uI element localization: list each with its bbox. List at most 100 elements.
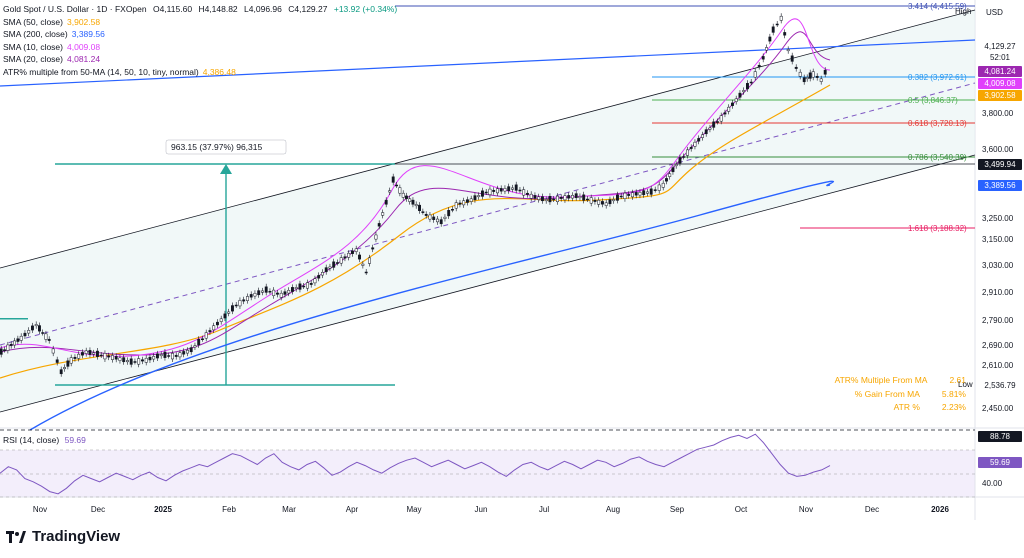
candle-body xyxy=(533,195,537,199)
fib-label: 1.618 (3,188.32) xyxy=(908,224,967,233)
legend-indicator-1[interactable]: SMA (200, close) 3,389.56 xyxy=(3,28,397,41)
rsi-title[interactable]: RSI (14, close) xyxy=(3,435,60,445)
candle-body xyxy=(563,195,567,201)
candle-body xyxy=(321,272,324,276)
candle-body xyxy=(492,189,496,192)
channel-mid-dashed xyxy=(0,82,976,346)
candle-body xyxy=(219,318,223,322)
measure-label: 963.15 (37.97%) 96,315 xyxy=(171,142,262,152)
legend-indicator-4[interactable]: ATR% multiple from 50-MA (14, 50, 10, ti… xyxy=(3,66,397,79)
currency-label[interactable]: USD xyxy=(986,8,1003,17)
y-tick: 2,610.00 xyxy=(982,361,1014,371)
candle-body xyxy=(174,354,178,357)
candle-body xyxy=(604,202,608,206)
legend-title-row: Gold Spot / U.S. Dollar · 1D · FXOpen O4… xyxy=(3,3,397,16)
candle-body xyxy=(401,192,405,198)
candle-body xyxy=(114,356,118,360)
legend-indicator-0[interactable]: SMA (50, close) 3,902.58 xyxy=(3,16,397,29)
candle-body xyxy=(582,194,586,201)
candle-body xyxy=(574,193,578,199)
candle-body xyxy=(328,266,332,269)
candle-body xyxy=(638,192,642,196)
candle-body xyxy=(294,287,298,290)
candle-body xyxy=(96,350,99,357)
candle-body xyxy=(608,199,612,205)
candle-body xyxy=(811,71,815,78)
candle-body xyxy=(619,195,623,198)
candle-body xyxy=(798,71,802,77)
candle-body xyxy=(13,340,16,346)
candle-body xyxy=(765,47,768,51)
candle-body xyxy=(238,300,242,307)
candle-body xyxy=(749,81,753,84)
candle-body xyxy=(634,192,638,196)
fib-label: 0.5 (3,846.37) xyxy=(908,96,958,105)
candle-body xyxy=(716,121,719,123)
candle-body xyxy=(623,192,627,199)
candle-body xyxy=(727,106,731,112)
candle-body xyxy=(204,332,208,339)
candle-body xyxy=(731,102,734,106)
price-tag: 52:01 xyxy=(978,52,1022,63)
candle-body xyxy=(242,299,246,302)
candle-body xyxy=(186,350,189,354)
candle-body xyxy=(436,218,439,223)
candle-body xyxy=(178,352,182,358)
candle-body xyxy=(537,196,541,200)
candle-body xyxy=(522,189,526,196)
atr-row-value: 5.81% xyxy=(941,388,966,399)
candle-body xyxy=(92,352,96,355)
candle-body xyxy=(646,191,649,194)
candle-body xyxy=(189,347,193,353)
candle-body xyxy=(477,195,481,198)
candle-body xyxy=(424,213,428,216)
x-tick-2026: 2026 xyxy=(931,505,949,514)
x-tick-May: May xyxy=(406,505,422,514)
price-tag: 4,009.08 xyxy=(978,78,1022,89)
y-tick: 3,800.00 xyxy=(982,108,1014,118)
tradingview-brand[interactable]: TradingView xyxy=(6,528,120,545)
candle-body xyxy=(107,355,111,358)
candle-body xyxy=(27,330,31,334)
legend-indicator-3[interactable]: SMA (20, close) 4,081.24 xyxy=(3,53,397,66)
resistance-trendline xyxy=(0,39,976,87)
candle-body xyxy=(246,296,249,301)
atr-row-value: 2.61 xyxy=(949,375,966,385)
candle-body xyxy=(421,211,425,213)
candle-body xyxy=(264,286,268,293)
candle-body xyxy=(34,324,38,327)
candle-body xyxy=(261,290,264,293)
candle-body xyxy=(738,92,742,98)
candle-body xyxy=(6,344,10,351)
candle-body xyxy=(0,348,3,355)
x-tick-Jun: Jun xyxy=(474,505,488,514)
left-teal-marker xyxy=(0,318,28,320)
candle-body xyxy=(693,141,697,147)
candle-body xyxy=(682,156,686,158)
symbol-title[interactable]: Gold Spot / U.S. Dollar · 1D · FXOpen xyxy=(3,4,147,14)
candle-body xyxy=(665,178,668,182)
candle-body xyxy=(503,188,507,192)
candle-body xyxy=(488,188,492,195)
y-tick: 2,910.00 xyxy=(982,288,1014,298)
x-tick-Jul: Jul xyxy=(538,505,550,514)
sma-200-line xyxy=(29,180,835,431)
candle-body xyxy=(268,291,272,293)
candle-body xyxy=(559,196,563,199)
candle-body xyxy=(428,214,432,220)
candle-body xyxy=(368,257,371,264)
candle-body xyxy=(336,262,339,264)
candle-body xyxy=(249,294,253,298)
candle-body xyxy=(514,184,518,191)
candle-body xyxy=(507,186,511,192)
candle-body xyxy=(69,357,73,364)
candle-body xyxy=(469,198,473,202)
candle-body xyxy=(805,77,809,80)
candle-body xyxy=(99,354,103,357)
rsi-line xyxy=(0,433,831,495)
candle-body xyxy=(291,287,294,292)
candle-body xyxy=(103,353,107,360)
candle-body xyxy=(790,55,794,62)
legend-indicator-2[interactable]: SMA (10, close) 4,009.08 xyxy=(3,41,397,54)
